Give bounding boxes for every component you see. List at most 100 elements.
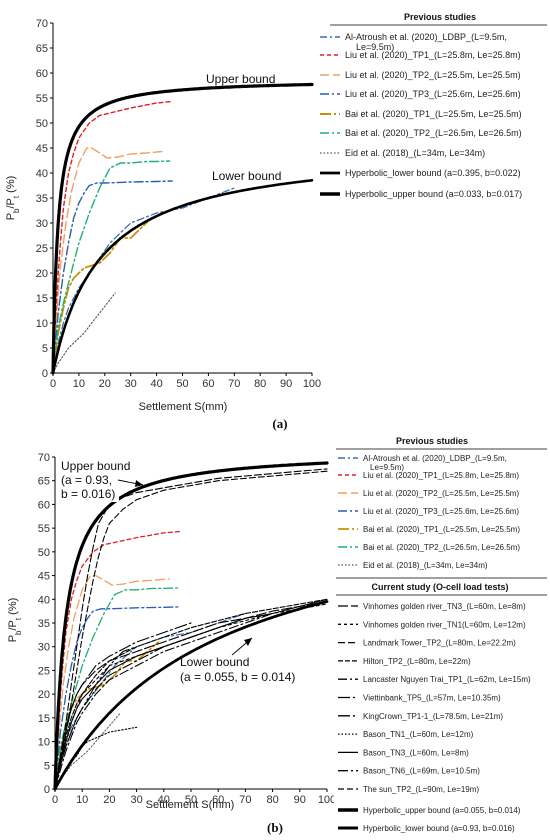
chart-b-series-vinhomes-golden-river-tn3-l-60m-le-8m <box>54 601 328 790</box>
chart-panel-a: 0 5 10 15 20 25 30 35 40 45 50 55 60 65 70 0 10 20 30 40 50 6… <box>5 8 547 431</box>
chart-b-legend-label: Liu et al. (2020)_TP1_(L=25.8m, Le=25.8m… <box>363 471 519 480</box>
chart-a-legend-label: Liu et al. (2020)_TP3_(L=25.6m, Le=25.6m… <box>345 89 521 99</box>
chart-b-legend-label: Lancaster Nguyen Trai_TP1_(L=62m, Le=15m… <box>363 675 531 684</box>
chart-b-series-hyperbolic-lower-bound-a-0-93-b-0-016 <box>53 600 329 791</box>
chart-b-legend-label: Hilton_TP2_(L=80m, Le=22m) <box>363 657 471 666</box>
chart-b-annotation-lower-bound-line-1: Lower bound <box>180 655 249 669</box>
chart-a-x-tick-label: 60 <box>202 378 214 390</box>
chart-b-legend-label: Viettinbank_TP5_(L=57m, Le=10.35m) <box>363 694 501 703</box>
chart-a-series-al-atroush-et-al-2020-ldbp-l-9-5m-le-9-5m <box>52 187 235 374</box>
chart-b-y-tick-label: 65 <box>38 476 50 488</box>
chart-b-legend-label: Hyperbolic_lower bound (a=0.93, b=0.016) <box>363 824 515 833</box>
chart-b-series-eid-et-al-2018-l-34m-le-34m <box>54 712 121 790</box>
chart-b-upper-bound-arrow-head <box>135 480 143 487</box>
chart-b-y-tick-label: 55 <box>38 523 50 535</box>
chart-b-series-hilton-tp2-l-80m-le-22m <box>54 598 328 790</box>
chart-a-x-axis-label: Settlement S(mm) <box>139 401 228 413</box>
chart-a-x-tick-label: 0 <box>50 378 56 390</box>
chart-a-legend-label: Eid et al. (2018)_(L=34m, Le=34m) <box>345 148 485 158</box>
chart-a-y-tick-label: 40 <box>36 168 48 180</box>
chart-a-series-hyperbolic-upper-bound-a-0-033-b-0-017 <box>51 82 314 375</box>
chart-a-y-tick-label: 25 <box>36 243 48 255</box>
chart-b-y-tick-label: 70 <box>38 452 50 464</box>
chart-a-legend-label: Hyperbolic_upper bound (a=0.033, b=0.017… <box>345 189 522 199</box>
chart-panel-b: 0 5 10 15 20 25 30 35 40 45 50 55 60 65 70 0 10 20 30 40 50 6… <box>7 434 548 835</box>
chart-a-series-lines <box>51 82 314 375</box>
chart-b-legend-label: Bai et al. (2020)_TP1_(L=25.5m, Le=25.5m… <box>363 525 520 534</box>
chart-a-x-tick-label: 50 <box>176 378 188 390</box>
chart-b-legend-label: Bason_TN1_(L=60m, Le=12m) <box>363 730 474 739</box>
chart-a-axes: 0 5 10 15 20 25 30 35 40 45 50 55 60 65 70 0 10 20 30 40 50 6… <box>36 18 321 390</box>
chart-b-x-tick-label: 60 <box>212 794 224 806</box>
chart-b-legend-label: The sun_TP2_(L=90m, Le=19m) <box>363 785 479 794</box>
chart-a-legend-header: Previous studies <box>404 12 476 22</box>
chart-b-x-tick-label: 90 <box>294 794 306 806</box>
chart-b-legend-label: Eid et al. (2018)_(L=34m, Le=34m) <box>363 561 488 570</box>
chart-b-legend-label: Al-Atroush et al. (2020)_LDBP_(L=9.5m, Le… <box>363 454 507 472</box>
chart-b-series-liu-et-al-2020-tp3-l-25-6m-le-25-6m <box>54 606 181 790</box>
chart-b-y-tick-label: 10 <box>38 737 50 749</box>
chart-a-x-tick-label: 100 <box>303 378 321 390</box>
chart-b-legend-label: Hyperbolic_upper bound (a=0.055, b=0.014… <box>363 806 521 815</box>
chart-b-y-tick-label: 20 <box>38 689 50 701</box>
chart-a-legend-box <box>316 8 547 232</box>
chart-a-x-tick-label: 90 <box>280 378 292 390</box>
chart-a-series-hyperbolic-lower-bound-a-0-395-b-0-022 <box>51 179 314 375</box>
chart-b-annotation-upper-bound-line-3: b = 0.016) <box>61 487 115 501</box>
chart-b-y-tick-label: 60 <box>38 499 50 511</box>
chart-b-series-lines <box>53 461 329 791</box>
chart-a-legend-label: Bai et al. (2020)_TP2_(L=26.5m, Le=26.5m… <box>345 128 522 138</box>
chart-b-series-liu-et-al-2020-tp2-l-25-5m-le-25-5m <box>54 574 170 790</box>
chart-b-legend-label: Liu et al. (2020)_TP2_(L=25.5m, Le=25.5m… <box>363 489 519 498</box>
chart-a-y-tick-label: 65 <box>36 43 48 55</box>
chart-b-legend-box <box>334 434 548 826</box>
chart-a-legend-label: Bai et al. (2020)_TP1_(L=25.5m, Le=25.5m… <box>345 109 522 119</box>
chart-b-x-tick-label: 0 <box>52 794 58 806</box>
chart-b-y-tick-label: 45 <box>38 571 50 583</box>
chart-b-series-bason-tn6-l-69m-le-10-5m <box>54 627 219 790</box>
chart-b-legend-label: Vinhomes golden river_TN3_(L=60m, Le=8m) <box>363 602 526 611</box>
chart-b-x-tick-label: 80 <box>266 794 278 806</box>
chart-b-legend-header-current: Current study (O-cell load tests) <box>371 582 508 592</box>
chart-b-y-tick-label: 30 <box>38 642 50 654</box>
chart-a-y-tick-label: 5 <box>42 343 48 355</box>
chart-a-legend-label: Al-Atroush et al. (2020)_LDBP_(L=9.5m, Le… <box>345 32 507 52</box>
chart-b-y-tick-label: 25 <box>38 665 50 677</box>
chart-a-legend-label: Hyperbolic_lower bound (a=0.395, b=0.022… <box>345 168 521 178</box>
chart-b-y-tick-label: 40 <box>38 594 50 606</box>
chart-a-y-tick-label: 60 <box>36 68 48 80</box>
chart-a-x-tick-label: 80 <box>254 378 266 390</box>
chart-b-y-tick-label: 50 <box>38 547 50 559</box>
chart-a-y-axis-label: Pb/Pt (%) <box>5 176 21 221</box>
chart-b-x-tick-label: 10 <box>76 794 88 806</box>
chart-a-y-tick-label: 70 <box>36 18 48 30</box>
chart-a-y-tick-label: 55 <box>36 93 48 105</box>
chart-b-series-lancaster-nguyen-trai-tp1-l-62m-le-15m <box>54 612 274 790</box>
chart-b-y-tick-label: 15 <box>38 713 50 725</box>
chart-a-x-tick-label: 30 <box>125 378 137 390</box>
chart-a-legend: Previous studies Al-Atroush et al. (2020)… <box>316 8 547 232</box>
chart-b-series-vinhomes-golden-river-tn1-l-60m-le-12m <box>54 603 328 790</box>
chart-b-series-the-sun-tp2-l-90m-le-19m <box>54 470 328 790</box>
chart-a-legend-label: Liu et al. (2020)_TP2_(L=25.5m, Le=25.5m… <box>345 70 521 80</box>
chart-b-legend-label: Vinhomes golden river_TN1(L=60m, Le=12m) <box>363 620 526 629</box>
chart-b-x-axis-label: Settlement S(mm) <box>146 799 235 811</box>
chart-b-y-tick-label: 0 <box>44 784 50 796</box>
chart-a-annotation-lower-bound: Lower bound <box>212 169 281 183</box>
chart-a-x-tick-label: 20 <box>99 378 111 390</box>
chart-a-annotation-upper-bound: Upper bound <box>206 72 275 86</box>
chart-a-y-tick-label: 20 <box>36 268 48 280</box>
chart-b-y-tick-label: 35 <box>38 618 50 630</box>
chart-b-x-tick-label: 40 <box>158 794 170 806</box>
chart-b-x-tick-label: 20 <box>103 794 115 806</box>
chart-b-annotation-upper-bound-line-1: Upper bound <box>61 459 130 473</box>
chart-b-legend-label: Bason_TN3_(L=60m, Le=8m) <box>363 748 469 757</box>
chart-b-y-tick-label: 5 <box>44 760 50 772</box>
chart-a-series-liu-et-al-2020-tp3-l-25-6m-le-25-6m <box>52 180 173 374</box>
chart-a-series-liu-et-al-2020-tp1-l-25-8m-le-25-8m <box>52 100 173 374</box>
chart-a-panel-label: (a) <box>272 416 287 431</box>
chart-b-series-bai-et-al-2020-tp2-l-26-5m-le-26-5m <box>54 587 179 790</box>
chart-b-x-tick-label: 30 <box>130 794 142 806</box>
chart-b-axes: 0 5 10 15 20 25 30 35 40 45 50 55 60 65 70 0 10 20 30 40 50 6… <box>38 452 336 806</box>
